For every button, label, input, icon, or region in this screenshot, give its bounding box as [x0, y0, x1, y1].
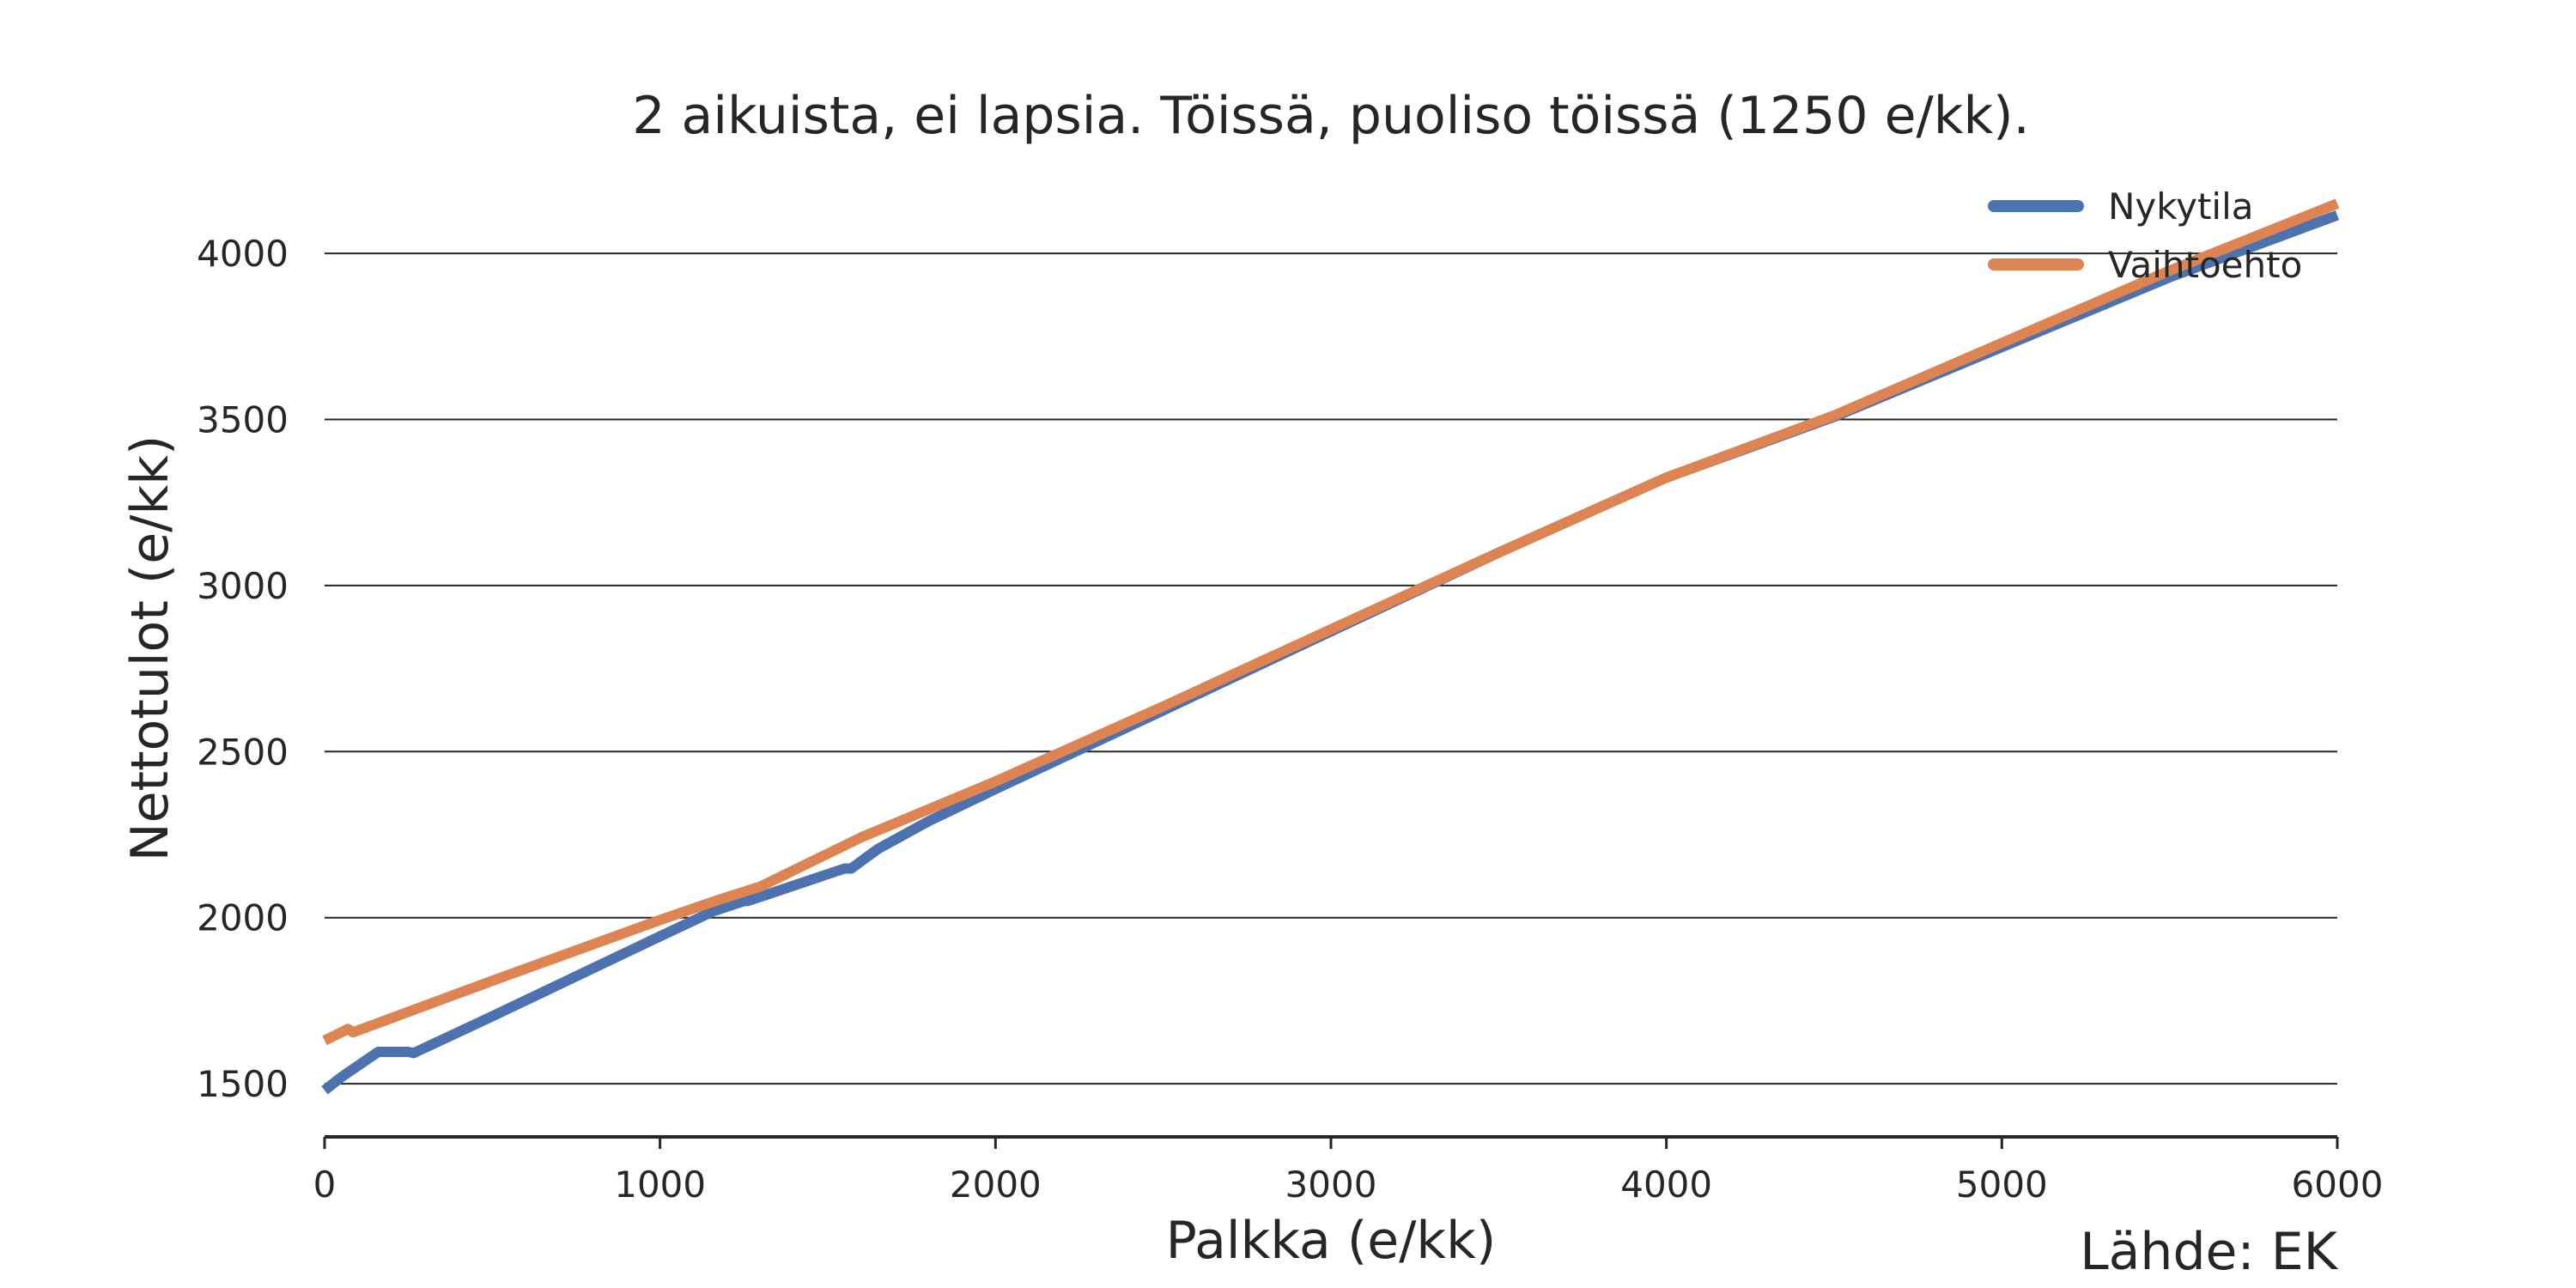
- gridlines: [325, 252, 2337, 1085]
- series-line-vaihtoehto: [322, 198, 2340, 1046]
- legend-label: Nykytila: [2108, 185, 2254, 228]
- x-tick-label: 5000: [1956, 1163, 2048, 1206]
- legend: Nykytila Vaihtoehto: [1988, 185, 2302, 286]
- y-tick-label: 3000: [197, 565, 289, 607]
- x-tick-label: 3000: [1285, 1163, 1377, 1206]
- y-tick-label: 1500: [197, 1063, 289, 1105]
- legend-label: Vaihtoehto: [2108, 244, 2302, 286]
- y-tick-label: 2500: [197, 731, 289, 773]
- x-axis-label: Palkka (e/kk): [1166, 1211, 1497, 1271]
- y-tick-label: 2000: [197, 897, 289, 939]
- chart-title: 2 aikuista, ei lapsia. Töissä, puoliso t…: [632, 86, 2029, 146]
- x-ticks: 0 1000 2000 3000 4000 5000 6000: [313, 1137, 2384, 1206]
- series-lines: [321, 198, 2340, 1095]
- x-tick-label: 1000: [614, 1163, 706, 1206]
- y-ticks: 1500 2000 2500 3000 3500 4000: [197, 233, 289, 1105]
- y-tick-label: 3500: [197, 399, 289, 441]
- series-line-nykytila: [321, 210, 2340, 1095]
- x-tick-label: 6000: [2292, 1163, 2384, 1206]
- x-tick-label: 4000: [1620, 1163, 1712, 1206]
- x-tick-label: 2000: [950, 1163, 1042, 1206]
- x-tick-label: 0: [313, 1163, 337, 1206]
- source-label: Lähde: EK: [2080, 1222, 2338, 1282]
- y-axis-label: Nettotulot (e/kk): [120, 435, 180, 862]
- y-tick-label: 4000: [197, 233, 289, 275]
